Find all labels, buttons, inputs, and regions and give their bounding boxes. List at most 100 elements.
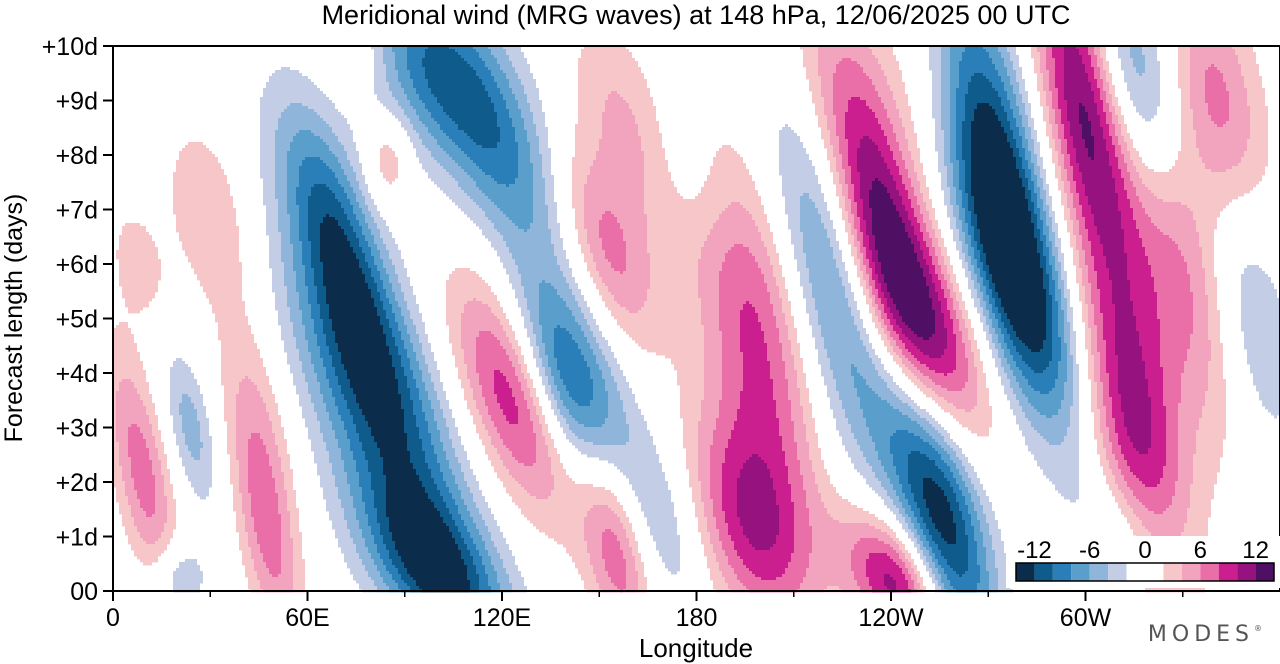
field-cell — [1193, 310, 1208, 314]
field-cell — [1064, 208, 1070, 212]
field-cell — [1157, 316, 1193, 320]
field-cell — [524, 325, 533, 329]
field-cell — [908, 211, 914, 215]
field-cell — [1046, 52, 1052, 56]
field-cell — [953, 298, 956, 302]
field-cell — [1022, 178, 1028, 182]
field-cell — [539, 289, 557, 293]
field-cell — [320, 307, 329, 311]
field-cell — [584, 259, 593, 263]
field-cell — [383, 265, 395, 269]
field-cell — [776, 322, 785, 326]
field-cell — [779, 157, 809, 161]
field-cell — [1046, 97, 1052, 101]
field-cell — [932, 115, 941, 119]
field-cell — [1037, 49, 1046, 53]
field-cell — [905, 208, 914, 212]
field-cell — [1061, 142, 1067, 146]
field-cell — [1190, 70, 1205, 74]
field-cell — [1055, 64, 1064, 68]
field-cell — [962, 154, 971, 158]
field-cell — [839, 172, 845, 176]
field-cell — [1196, 229, 1214, 233]
field-cell — [275, 304, 287, 308]
field-cell — [1019, 154, 1025, 158]
field-cell — [1055, 283, 1058, 287]
field-cell — [1115, 310, 1133, 314]
field-cell — [1037, 214, 1040, 218]
field-cell — [1085, 292, 1091, 296]
field-cell — [1085, 226, 1097, 230]
field-cell — [872, 274, 878, 278]
field-cell — [944, 154, 950, 158]
field-cell — [1004, 109, 1013, 113]
field-cell — [959, 79, 971, 83]
field-cell — [872, 304, 878, 308]
field-cell — [779, 169, 815, 173]
field-cell — [566, 280, 575, 284]
field-cell — [599, 145, 641, 149]
field-cell — [1157, 313, 1193, 317]
field-cell — [857, 157, 884, 161]
field-cell — [956, 193, 962, 197]
field-cell — [293, 136, 320, 140]
field-cell — [908, 172, 917, 176]
field-cell — [965, 271, 971, 275]
field-cell — [842, 208, 845, 212]
field-cell — [812, 328, 821, 332]
field-cell — [962, 244, 968, 248]
field-cell — [1019, 88, 1025, 92]
field-cell — [1112, 286, 1130, 290]
field-cell — [323, 325, 332, 329]
field-cell — [1076, 217, 1085, 221]
field-cell — [1049, 250, 1052, 254]
field-cell — [578, 76, 644, 80]
field-cell — [1031, 55, 1040, 59]
field-cell — [1055, 118, 1061, 122]
field-cell — [959, 82, 968, 86]
field-cell — [974, 229, 980, 233]
field-cell — [956, 127, 962, 131]
field-cell — [1085, 223, 1094, 227]
field-cell — [575, 142, 599, 146]
field-cell — [350, 220, 359, 224]
field-cell — [935, 148, 944, 152]
field-cell — [779, 172, 815, 176]
field-cell — [701, 187, 755, 191]
field-cell — [578, 79, 647, 83]
field-cell — [794, 244, 803, 248]
field-cell — [263, 199, 278, 203]
field-cell — [1082, 277, 1088, 281]
field-cell — [830, 241, 839, 245]
field-cell — [1103, 319, 1115, 323]
field-cell — [542, 280, 545, 284]
field-cell — [650, 274, 698, 278]
field-cell — [1064, 67, 1085, 71]
field-cell — [518, 154, 530, 158]
field-cell — [293, 268, 305, 272]
field-cell — [539, 316, 575, 320]
field-cell — [1085, 325, 1088, 329]
field-cell — [857, 163, 887, 167]
field-cell — [1082, 235, 1088, 239]
field-cell — [887, 166, 899, 170]
field-cell — [1133, 307, 1157, 311]
field-cell — [503, 94, 515, 98]
field-cell — [1088, 232, 1097, 236]
field-cell — [974, 247, 977, 251]
field-cell — [707, 235, 761, 239]
field-cell — [950, 202, 956, 206]
field-cell — [518, 265, 560, 269]
field-cell — [626, 250, 647, 254]
field-cell — [446, 112, 497, 116]
field-cell — [1049, 82, 1055, 86]
field-cell — [953, 283, 959, 287]
field-cell — [893, 178, 902, 182]
field-cell — [965, 169, 971, 173]
field-cell — [1241, 322, 1280, 326]
field-cell — [980, 313, 983, 317]
field-cell — [311, 259, 320, 263]
field-cell — [650, 271, 698, 275]
field-cell — [413, 142, 422, 146]
field-cell — [1082, 181, 1115, 185]
